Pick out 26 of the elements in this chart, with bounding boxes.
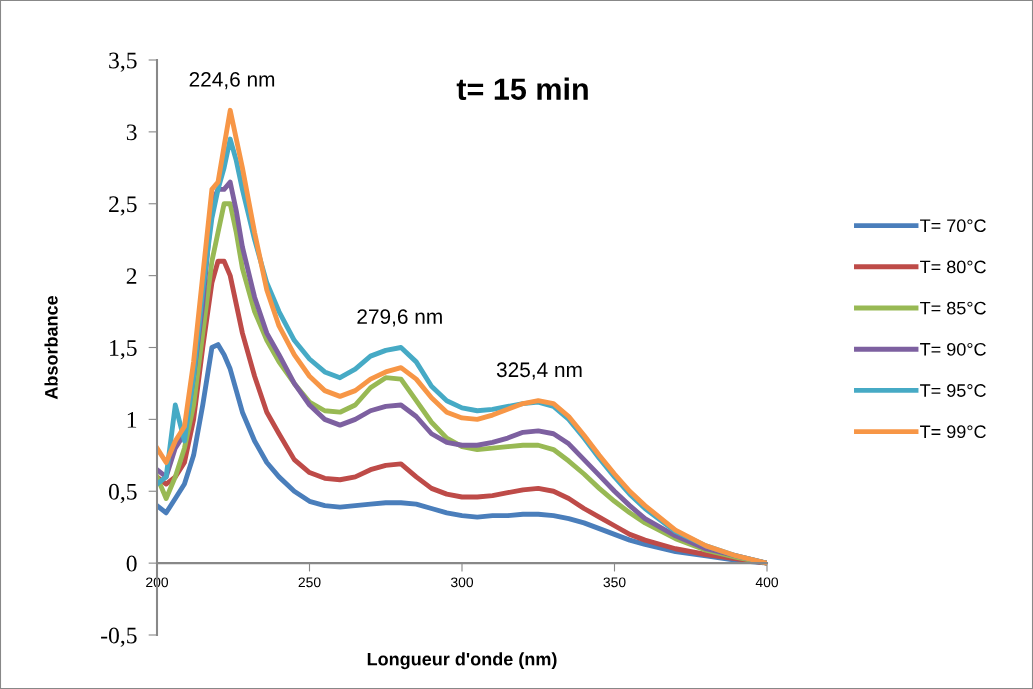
y-tick-label: 0	[126, 555, 137, 572]
x-tick-label: 350	[603, 577, 626, 588]
x-tick-label: 200	[146, 577, 169, 588]
y-tick-label: 1	[127, 411, 137, 428]
y-tick-label: 2	[126, 268, 137, 284]
legend-label: T= 80°C	[920, 260, 986, 274]
annotation: 224,6 nm	[189, 72, 275, 90]
y-tick-label: -0,5	[101, 627, 137, 647]
annotation: 279,6 nm	[357, 309, 442, 327]
x-tick-label: 300	[450, 577, 474, 588]
x-axis-title: Longueur d'onde (nm)	[367, 652, 557, 670]
legend-label: T= 85°C	[920, 301, 986, 315]
y-tick-label: 3	[126, 124, 137, 141]
x-tick-label: 250	[298, 577, 321, 588]
legend-label: T= 70°C	[920, 219, 986, 233]
y-axis-title: Absorbance	[44, 295, 58, 400]
y-tick-label: 2,5	[109, 196, 137, 216]
y-tick-label: 0,5	[108, 483, 137, 504]
legend-label: T= 95°C	[920, 384, 986, 397]
y-tick-label: 1,5	[110, 340, 137, 360]
legend-label: T= 99°C	[920, 425, 986, 439]
y-tick-label: 3,5	[109, 52, 137, 72]
legend-label: T= 90°C	[920, 342, 986, 356]
x-tick-label: 400	[755, 577, 779, 588]
annotation: 325,4 nm	[496, 362, 582, 380]
chart-title: t= 15 min	[456, 77, 588, 100]
